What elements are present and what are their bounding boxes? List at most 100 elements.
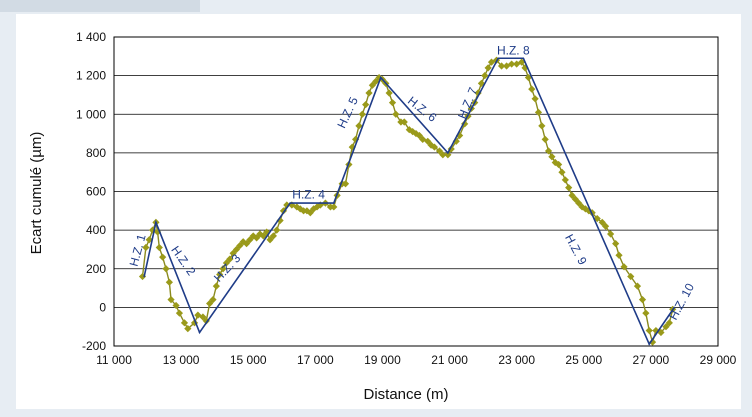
data-point-65 — [368, 81, 376, 89]
data-point-10 — [167, 296, 175, 304]
data-point-21 — [212, 282, 220, 290]
data-point-104 — [521, 64, 529, 72]
data-point-72 — [392, 110, 400, 118]
data-point-62 — [358, 110, 366, 118]
hz-label-3: H.Z. 3 — [211, 251, 244, 285]
data-point-27 — [232, 245, 241, 254]
data-point-71 — [388, 99, 397, 107]
data-point-130 — [615, 251, 623, 259]
x-tick-label: 15 000 — [230, 353, 267, 367]
hz-label-9: H.Z. 9 — [562, 232, 590, 268]
data-point-20 — [209, 296, 217, 304]
data-point-31 — [246, 236, 254, 244]
data-point-74 — [400, 118, 408, 126]
data-point-128 — [607, 230, 615, 238]
data-point-40 — [276, 216, 284, 225]
hz-labels: H.Z. 1 H.Z. 2 H.Z. 3H.Z. 4H.Z. 5 H.Z. 6 H.Z.… — [127, 43, 697, 322]
series-segments — [143, 57, 676, 346]
segment-vertex-7 — [497, 57, 500, 60]
segment-vertex-3 — [289, 202, 291, 204]
y-tick-label: -200 — [82, 339, 106, 353]
x-tick-label: 13 000 — [163, 353, 200, 367]
x-axis-ticks: 11 000 13 000 15 000 17 000 19 000 21 000 23 0… — [96, 353, 737, 367]
hz-label-6: H.Z. 6 — [405, 94, 440, 125]
grid-lines — [114, 36, 718, 347]
hz-label-4: H.Z. 4 — [292, 187, 325, 201]
data-point-120 — [575, 199, 583, 207]
data-point-118 — [568, 191, 576, 199]
data-point-141 — [665, 319, 673, 327]
data-point-110 — [541, 135, 549, 143]
data-point-61 — [355, 122, 363, 130]
data-point-13 — [180, 319, 189, 327]
data-point-115 — [558, 168, 566, 176]
x-tick-label: 23 000 — [498, 353, 535, 367]
y-tick-label: 1 400 — [76, 30, 106, 44]
x-tick-label: 27 000 — [633, 353, 670, 367]
segment-vertex-6 — [447, 152, 449, 154]
data-point-99 — [497, 62, 506, 70]
data-point-0 — [138, 272, 147, 281]
segment-vertex-10 — [673, 306, 676, 309]
data-point-22 — [216, 270, 224, 279]
y-tick-label: 400 — [86, 223, 106, 237]
data-point-11 — [172, 301, 180, 310]
segment-vertex-0 — [143, 275, 145, 278]
data-point-30 — [242, 240, 251, 248]
data-point-49 — [310, 205, 318, 213]
data-point-123 — [585, 207, 593, 215]
data-point-88 — [456, 131, 464, 140]
data-point-26 — [229, 249, 237, 257]
data-point-111 — [544, 147, 553, 155]
data-point-136 — [645, 326, 653, 335]
x-tick-label: 29 000 — [700, 353, 737, 367]
data-point-139 — [657, 328, 665, 337]
data-point-54 — [330, 203, 338, 211]
data-point-75 — [405, 126, 413, 134]
data-point-137 — [648, 338, 657, 346]
data-point-25 — [226, 255, 234, 263]
data-point-138 — [652, 326, 660, 335]
data-point-64 — [365, 89, 373, 97]
data-point-78 — [415, 131, 423, 140]
page-background-accent — [0, 0, 200, 12]
data-point-67 — [375, 73, 383, 82]
series-measured — [138, 56, 677, 346]
data-point-9 — [165, 278, 173, 286]
data-point-89 — [461, 120, 469, 128]
x-tick-label: 21 000 — [431, 353, 468, 367]
data-point-133 — [633, 282, 642, 290]
data-point-101 — [508, 60, 516, 68]
data-point-127 — [601, 222, 610, 230]
x-axis-title: Distance (m) — [363, 386, 448, 403]
x-tick-label: 19 000 — [364, 353, 401, 367]
hz-label-10: H.Z. 10 — [666, 281, 697, 323]
data-point-109 — [538, 122, 546, 130]
data-point-23 — [219, 265, 227, 273]
data-point-131 — [620, 263, 628, 271]
data-point-96 — [484, 64, 492, 72]
data-point-8 — [162, 265, 170, 273]
data-point-39 — [273, 226, 281, 234]
segment-vertex-5 — [379, 76, 382, 79]
data-point-48 — [306, 209, 314, 217]
data-point-60 — [352, 135, 360, 143]
data-point-85 — [444, 151, 452, 159]
y-tick-label: 800 — [86, 146, 106, 160]
segment-vertex-2 — [198, 331, 201, 334]
data-point-132 — [627, 272, 635, 281]
data-point-140 — [662, 323, 670, 331]
data-point-14 — [184, 325, 192, 333]
data-point-83 — [435, 147, 444, 155]
y-tick-label: 0 — [99, 300, 106, 314]
data-point-100 — [503, 62, 511, 70]
data-point-94 — [477, 79, 486, 87]
data-point-108 — [534, 108, 543, 116]
data-point-105 — [524, 73, 533, 82]
hz-label-8: H.Z. 8 — [497, 43, 530, 57]
segment-vertex-8 — [522, 57, 525, 60]
data-point-70 — [385, 89, 393, 97]
data-point-44 — [293, 203, 301, 211]
data-point-42 — [283, 201, 291, 209]
